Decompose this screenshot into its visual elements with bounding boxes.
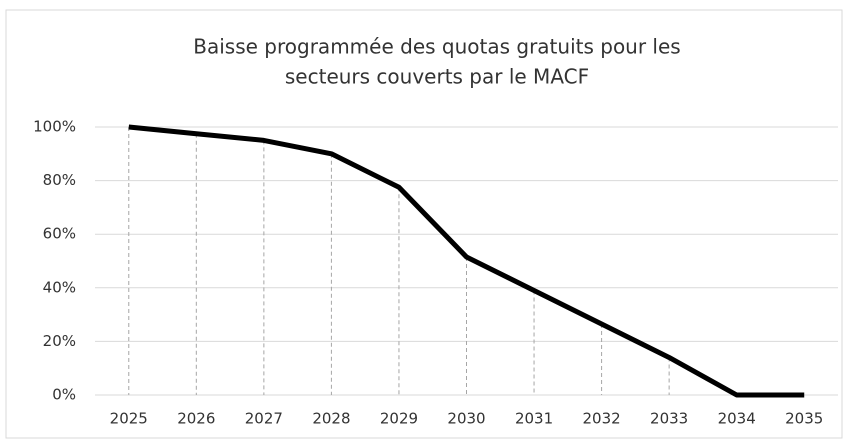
x-tick-label: 2032 <box>582 410 620 428</box>
x-tick-label: 2029 <box>380 410 418 428</box>
x-tick-label: 2027 <box>245 410 283 428</box>
x-tick-label: 2026 <box>177 410 215 428</box>
x-tick-label: 2030 <box>447 410 485 428</box>
y-tick-label: 100% <box>33 118 76 136</box>
chart-title: secteurs couverts par le MACF <box>285 65 589 89</box>
x-tick-label: 2033 <box>650 410 688 428</box>
x-tick-label: 2035 <box>785 410 823 428</box>
x-tick-label: 2034 <box>718 410 756 428</box>
chart-border <box>5 9 843 439</box>
y-tick-label: 20% <box>43 332 76 350</box>
chart-title: Baisse programmée des quotas gratuits po… <box>193 35 680 59</box>
y-tick-label: 80% <box>43 171 76 189</box>
x-tick-label: 2028 <box>312 410 350 428</box>
x-tick-label: 2031 <box>515 410 553 428</box>
y-tick-label: 60% <box>43 225 76 243</box>
y-tick-label: 0% <box>52 386 76 404</box>
data-line <box>128 124 805 398</box>
y-tick-label: 40% <box>43 278 76 296</box>
x-tick-label: 2025 <box>110 410 148 428</box>
